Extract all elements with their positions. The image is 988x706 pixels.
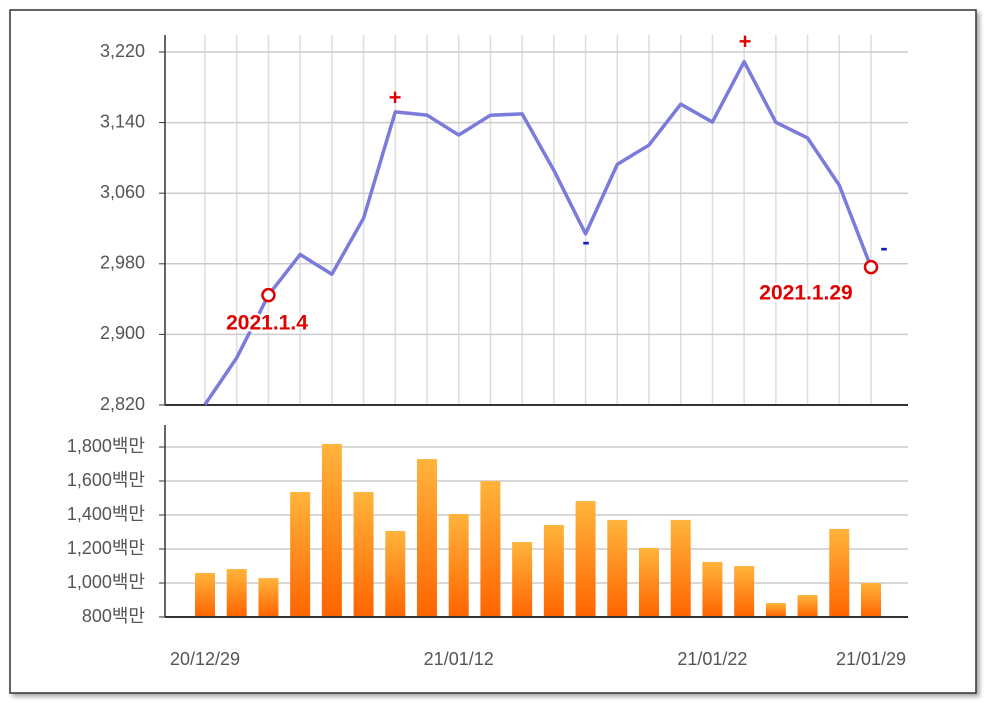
bar xyxy=(702,561,723,617)
x-tick-label: 20/12/29 xyxy=(170,649,240,669)
bar xyxy=(797,595,818,617)
bar xyxy=(765,603,786,617)
annotation: + xyxy=(389,85,402,110)
bar xyxy=(417,459,437,617)
bar xyxy=(607,519,628,617)
bar xyxy=(448,513,469,617)
annotation: - xyxy=(582,229,589,254)
bar xyxy=(195,572,215,617)
bar xyxy=(734,566,755,617)
bar xyxy=(353,492,374,617)
bar xyxy=(226,569,247,617)
y-tick-label: 3,060 xyxy=(100,182,145,202)
bar xyxy=(861,583,881,617)
bar xyxy=(290,492,311,617)
y-tick-label: 1,200백만 xyxy=(67,538,145,558)
y-tick-label: 2,900 xyxy=(100,323,145,343)
annotation: 2021.1.29 xyxy=(759,282,852,305)
x-tick-label: 21/01/29 xyxy=(836,649,906,669)
bar xyxy=(385,530,406,617)
bar xyxy=(258,578,279,617)
y-tick-label: 2,820 xyxy=(100,394,145,414)
annotation: + xyxy=(739,29,752,54)
bar xyxy=(512,542,533,617)
bar xyxy=(321,443,342,617)
price-line xyxy=(203,59,873,406)
point-marker xyxy=(863,259,879,275)
bar xyxy=(670,519,691,617)
x-tick-label: 21/01/12 xyxy=(424,649,494,669)
y-tick-label: 3,220 xyxy=(100,41,145,61)
annotation: - xyxy=(880,235,887,260)
bar xyxy=(575,501,596,617)
point-marker xyxy=(261,287,276,303)
bar xyxy=(480,481,501,617)
bar xyxy=(829,528,850,617)
annotation: 2021.1.4 xyxy=(226,312,308,335)
y-tick-label: 1,800백만 xyxy=(67,436,145,456)
y-tick-label: 2,980 xyxy=(100,253,145,273)
y-tick-label: 1,600백만 xyxy=(67,470,145,490)
y-tick-label: 800백만 xyxy=(82,606,145,626)
x-tick-label: 21/01/22 xyxy=(677,649,747,669)
y-tick-label: 1,400백만 xyxy=(67,504,145,524)
y-tick-label: 1,000백만 xyxy=(67,572,145,592)
y-tick-label: 3,140 xyxy=(100,111,145,131)
bar xyxy=(639,547,659,617)
bar xyxy=(543,525,564,617)
